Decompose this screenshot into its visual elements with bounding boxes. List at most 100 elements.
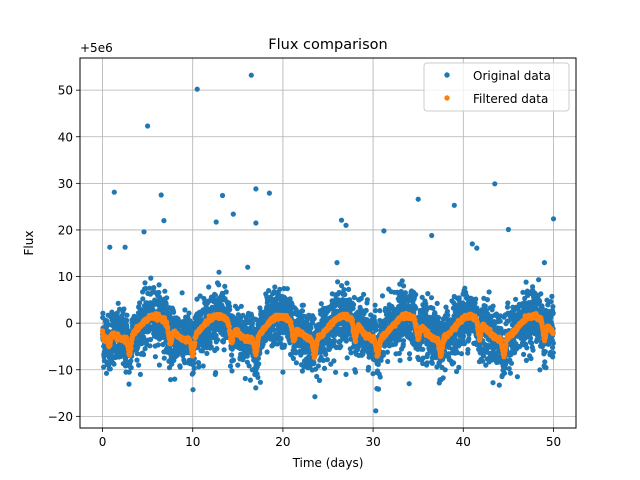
- original-data-point: [379, 293, 386, 299]
- original-data-point: [505, 226, 511, 233]
- original-data-point: [147, 343, 153, 349]
- original-data-point: [266, 288, 272, 294]
- original-data-point: [429, 360, 435, 366]
- original-data-point: [177, 364, 183, 370]
- original-data-point: [107, 366, 113, 372]
- original-data-point: [216, 282, 222, 288]
- original-data-point: [279, 326, 285, 332]
- original-data-point: [507, 370, 513, 376]
- original-data-point: [343, 222, 349, 228]
- original-data-point: [331, 358, 337, 364]
- original-data-point: [201, 295, 207, 302]
- original-data-point: [423, 301, 429, 307]
- original-data-point: [420, 355, 426, 361]
- original-data-point: [543, 365, 549, 371]
- original-data-point: [523, 357, 530, 363]
- original-data-point: [384, 349, 390, 355]
- original-data-point: [474, 245, 480, 251]
- original-data-point: [420, 360, 426, 367]
- original-data-point: [137, 300, 143, 306]
- original-data-point: [338, 343, 344, 349]
- original-data-point: [136, 362, 142, 368]
- original-data-point: [424, 360, 430, 366]
- original-data-point: [156, 282, 162, 288]
- original-data-point: [483, 362, 489, 368]
- original-data-point: [135, 343, 141, 349]
- original-data-point: [208, 344, 214, 350]
- original-data-point: [142, 346, 148, 352]
- original-data-point: [227, 307, 233, 313]
- original-data-point: [465, 347, 471, 353]
- original-data-point: [162, 288, 168, 294]
- original-data-point: [111, 189, 117, 195]
- original-data-point: [185, 360, 191, 366]
- original-data-point: [314, 373, 320, 380]
- original-data-point: [458, 351, 465, 357]
- original-data-point: [140, 334, 147, 340]
- original-data-point: [278, 330, 284, 336]
- original-data-point: [381, 228, 387, 234]
- original-data-point: [257, 305, 263, 311]
- original-data-point: [338, 217, 345, 223]
- original-data-point: [257, 379, 263, 385]
- original-data-point: [451, 202, 457, 208]
- original-data-point: [508, 360, 515, 366]
- original-data-point: [541, 260, 548, 266]
- original-data-point: [128, 358, 134, 364]
- original-data-point: [344, 280, 350, 286]
- original-data-point: [320, 357, 327, 363]
- original-data-point: [328, 361, 334, 367]
- original-data-point: [318, 301, 324, 307]
- original-data-point: [230, 357, 236, 363]
- original-data-point: [373, 408, 379, 414]
- original-data-point: [190, 370, 196, 376]
- original-data-point: [249, 320, 256, 326]
- original-data-point: [299, 308, 306, 314]
- original-data-point: [352, 369, 359, 375]
- original-data-point: [396, 350, 402, 356]
- original-data-point: [372, 302, 378, 308]
- original-data-point: [134, 357, 140, 363]
- original-data-point: [196, 364, 202, 370]
- original-data-point: [425, 351, 431, 357]
- original-data-point: [229, 368, 235, 374]
- original-data-point: [235, 362, 241, 368]
- original-data-point: [101, 364, 107, 370]
- original-data-point: [536, 277, 542, 283]
- original-data-point: [406, 381, 412, 387]
- original-data-point: [432, 312, 438, 318]
- original-data-point: [161, 218, 167, 224]
- original-data-point: [248, 72, 254, 78]
- original-data-point: [311, 359, 317, 365]
- original-data-point: [117, 306, 123, 312]
- original-data-point: [278, 336, 284, 342]
- original-data-point: [343, 371, 349, 377]
- original-data-point: [343, 338, 349, 344]
- original-data-point: [482, 303, 488, 309]
- original-data-point: [451, 360, 457, 366]
- original-data-point: [413, 305, 419, 311]
- original-data-point: [397, 357, 403, 363]
- original-data-point: [490, 303, 496, 309]
- original-data-point: [191, 365, 197, 371]
- original-data-point: [229, 352, 235, 358]
- original-data-point: [550, 340, 557, 346]
- original-data-point: [172, 376, 178, 382]
- original-data-point: [147, 336, 154, 343]
- original-data-point: [425, 291, 431, 297]
- original-data-point: [194, 296, 200, 302]
- original-data-point: [523, 279, 529, 285]
- filtered-data-point: [128, 345, 134, 351]
- original-data-point: [378, 357, 384, 363]
- original-data-point: [542, 349, 549, 355]
- original-data-point: [155, 342, 161, 348]
- original-data-point: [253, 220, 259, 226]
- original-data-point: [344, 355, 350, 361]
- original-data-point: [216, 269, 222, 275]
- original-data-point: [245, 264, 251, 270]
- original-data-point: [497, 318, 503, 324]
- original-data-point: [124, 312, 130, 318]
- original-data-point: [156, 289, 162, 296]
- original-data-point: [147, 285, 153, 291]
- original-data-point: [360, 351, 366, 357]
